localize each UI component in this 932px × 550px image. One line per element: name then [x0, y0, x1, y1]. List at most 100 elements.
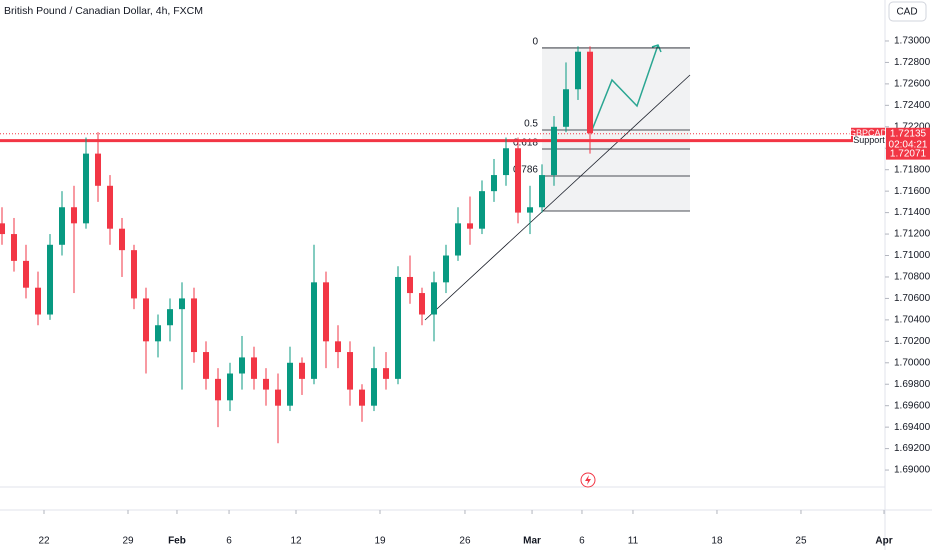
y-tick-label: 1.71800: [894, 164, 931, 175]
x-tick-label: 25: [795, 536, 807, 547]
candle-body: [359, 389, 366, 406]
candle-body: [275, 389, 282, 406]
candle-body: [515, 148, 522, 213]
candle-body: [143, 298, 150, 342]
arrow-head: [651, 44, 662, 53]
candle-body: [443, 255, 450, 283]
x-tick-label: 29: [122, 536, 134, 547]
currency-label[interactable]: CAD: [896, 7, 917, 18]
candle-body: [299, 362, 306, 379]
candle-body: [371, 368, 378, 406]
candle-body: [167, 309, 174, 326]
candle-body: [0, 223, 6, 235]
candle-body: [47, 244, 54, 315]
candle-body: [191, 298, 198, 353]
candle-body: [95, 153, 102, 186]
candle-body: [563, 89, 570, 127]
y-tick-label: 1.70400: [894, 315, 931, 326]
y-tick-label: 1.72800: [894, 57, 931, 68]
x-tick-label: 18: [711, 536, 723, 547]
candle-body: [491, 175, 498, 192]
candle-body: [287, 362, 294, 406]
candle-body: [239, 357, 246, 374]
candle-body: [83, 153, 90, 224]
x-tick-label: 19: [374, 536, 386, 547]
candle-body: [311, 282, 318, 379]
candle-body: [503, 148, 510, 176]
fib-label: 0: [532, 37, 538, 48]
fib-label: 0.618: [513, 138, 538, 149]
x-tick-label: 12: [290, 536, 302, 547]
price-label: 1.72135: [890, 128, 927, 139]
candle-body: [551, 126, 558, 176]
y-tick-label: 1.72600: [894, 79, 931, 90]
support-name: Support: [853, 135, 885, 145]
y-tick-label: 1.71200: [894, 229, 931, 240]
candle-body: [227, 373, 234, 401]
fib-label: 0.5: [524, 119, 538, 130]
candle-body: [431, 282, 438, 315]
y-tick-label: 1.69800: [894, 379, 931, 390]
y-tick-label: 1.72400: [894, 100, 931, 111]
y-tick-label: 1.69400: [894, 422, 931, 433]
candle-body: [455, 223, 462, 256]
candle-body: [23, 260, 30, 288]
projection-arrow: [591, 44, 659, 131]
y-tick-label: 1.72200: [894, 121, 931, 132]
y-tick-label: 1.69000: [894, 465, 931, 476]
fib-label: 0.786: [513, 165, 538, 176]
candle-body: [71, 207, 78, 224]
event-icon-bolt: [585, 475, 591, 485]
candle-body: [575, 51, 582, 90]
candle-body: [419, 293, 426, 315]
x-tick-label: 6: [579, 536, 585, 547]
y-tick-label: 1.70600: [894, 293, 931, 304]
candle-body: [119, 228, 126, 251]
trend-line: [424, 74, 691, 321]
price-tag: [886, 127, 930, 151]
support-price-label: 1.72071: [890, 148, 927, 159]
y-tick-label: 1.70800: [894, 272, 931, 283]
y-tick-label: 1.71000: [894, 250, 931, 261]
y-tick-label: 1.69200: [894, 443, 931, 454]
candle-body: [263, 378, 270, 390]
y-tick-label: 1.70000: [894, 357, 931, 368]
countdown-label: 02:04:21: [889, 139, 928, 150]
x-tick-label: Mar: [523, 536, 541, 547]
x-tick-label: 26: [459, 536, 471, 547]
candle-body: [59, 207, 66, 245]
candle-body: [395, 276, 402, 379]
candle-body: [467, 223, 474, 229]
fib-zone: [542, 47, 690, 211]
candle-body: [107, 185, 114, 229]
currency-button[interactable]: [888, 1, 927, 22]
support-price-tag: [886, 147, 930, 160]
x-tick-label: Feb: [168, 536, 186, 547]
candle-body: [407, 276, 414, 294]
symbol-label: GBPCAD: [849, 128, 888, 138]
x-tick-label: 6: [226, 536, 232, 547]
y-tick-label: 1.71600: [894, 186, 931, 197]
x-tick-label: Apr: [875, 536, 892, 547]
candle-body: [251, 357, 258, 379]
candle-body: [587, 51, 594, 134]
candle-body: [347, 352, 354, 390]
candle-body: [11, 234, 18, 261]
y-tick-label: 1.70200: [894, 336, 931, 347]
candle-body: [155, 325, 162, 342]
y-tick-label: 1.73000: [894, 36, 931, 47]
candle-body: [539, 175, 546, 208]
candle-body: [35, 287, 42, 315]
candle-body: [479, 191, 486, 229]
candle-body: [335, 341, 342, 353]
candle-body: [215, 378, 222, 401]
candle-body: [203, 352, 210, 379]
candle-body: [179, 298, 186, 310]
y-tick-label: 1.69600: [894, 400, 931, 411]
support-tag: [853, 135, 885, 147]
x-tick-label: 22: [38, 536, 50, 547]
candle-body: [323, 282, 330, 342]
x-tick-label: 11: [628, 536, 639, 547]
candle-body: [131, 250, 138, 299]
